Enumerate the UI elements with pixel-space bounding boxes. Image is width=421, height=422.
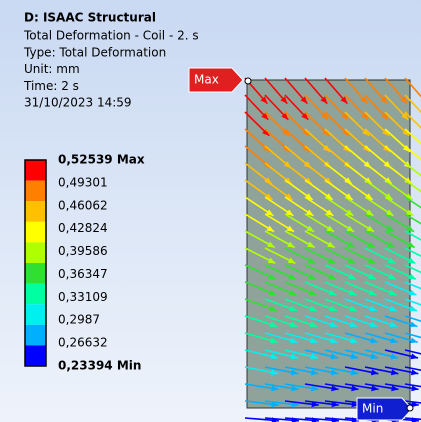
legend-swatch (25, 160, 46, 181)
legend-swatch (25, 242, 46, 263)
header-line: 31/10/2023 14:59 (24, 96, 132, 110)
legend-swatch (25, 263, 46, 284)
title: D: ISAAC Structural (24, 11, 156, 25)
legend-label: 0,49301 (58, 175, 108, 189)
min-marker[interactable]: Min (357, 398, 413, 420)
legend-swatch (25, 325, 46, 346)
viewport: D: ISAAC Structural Total Deformation - … (0, 0, 421, 422)
legend-label: 0,36347 (58, 267, 108, 281)
max-label: Max (194, 73, 219, 87)
header-line: Time: 2 s (23, 79, 79, 93)
legend-label: 0,52539 Max (58, 153, 145, 167)
legend-label: 0,46062 (58, 198, 108, 212)
min-point (407, 405, 413, 411)
page: {"header": {"title": "D: ISAAC Structura… (0, 0, 421, 422)
legend-swatch (25, 181, 46, 202)
legend-swatch (25, 304, 46, 325)
legend-label: 0,39586 (58, 244, 108, 258)
header-line: Total Deformation - Coil - 2. s (23, 29, 199, 43)
legend-swatch (25, 201, 46, 222)
legend-swatch (25, 284, 46, 305)
legend-label: 0,33109 (58, 290, 108, 304)
max-point (245, 78, 251, 84)
header-line: Type: Total Deformation (23, 45, 166, 59)
legend-label: 0,2987 (58, 313, 100, 327)
header-line: Unit: mm (24, 62, 80, 76)
legend-label: 0,42824 (58, 221, 108, 235)
legend-swatch (25, 345, 46, 366)
min-label: Min (362, 402, 383, 416)
legend-label: 0,26632 (58, 336, 108, 350)
legend-label: 0,23394 Min (58, 359, 141, 373)
legend-swatch (25, 222, 46, 243)
